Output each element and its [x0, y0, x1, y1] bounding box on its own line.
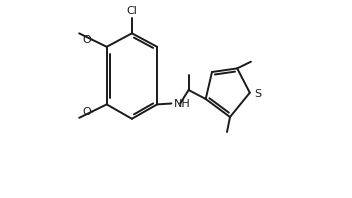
Text: Cl: Cl: [126, 6, 137, 16]
Text: NH: NH: [174, 98, 190, 109]
Text: S: S: [254, 89, 261, 99]
Text: O: O: [82, 107, 91, 116]
Text: O: O: [82, 35, 91, 45]
